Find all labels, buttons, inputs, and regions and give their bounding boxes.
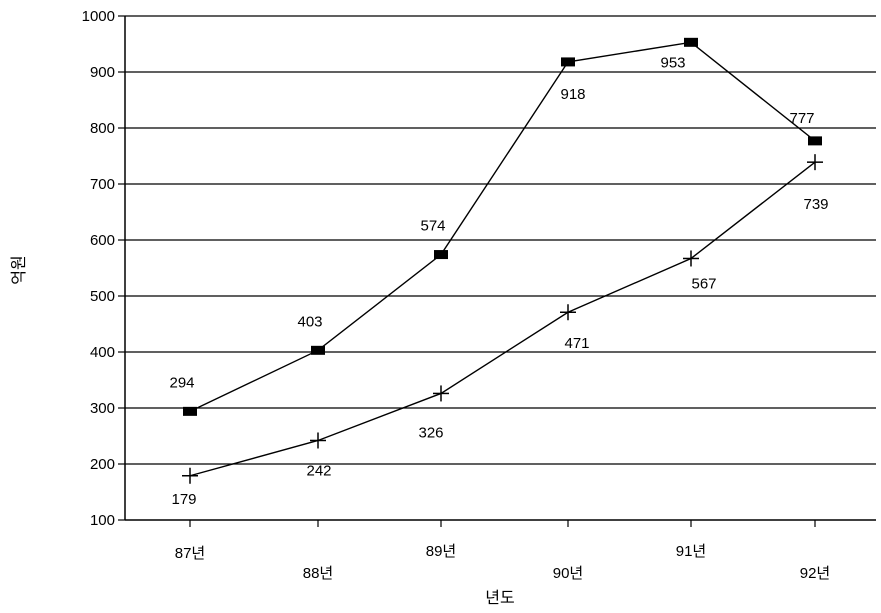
axes [118,15,876,527]
series-0-marker-4 [684,37,698,47]
y-tick-label-300: 300 [90,400,115,417]
data-label-s0-3: 918 [560,86,585,103]
x-tick-label-90년: 90년 [553,565,584,582]
series-1-marker-0 [182,467,198,484]
data-label-s1-3: 471 [564,335,589,352]
data-label-s0-2: 574 [420,218,445,235]
y-tick-label-1000: 1000 [82,8,115,25]
x-tick-label-88년: 88년 [303,565,334,582]
series-0-marker-3 [561,57,575,67]
y-tick-label-900: 900 [90,64,115,81]
y-tick-label-500: 500 [90,288,115,305]
data-label-s1-0: 179 [171,491,196,508]
data-label-s0-5: 777 [789,110,814,127]
y-tick-label-400: 400 [90,344,115,361]
series-1-marker-1 [310,432,326,449]
x-tick-labels: 87년 88년 89년 90년 91년 92년 [175,543,831,582]
series-1-marker-4 [683,250,699,267]
data-label-s0-0: 294 [169,374,194,391]
y-tick-label-600: 600 [90,232,115,249]
data-label-s1-1: 242 [306,462,331,479]
x-tick-label-91년: 91년 [676,543,707,560]
series-layer [182,37,823,484]
series-0-marker-0 [183,406,197,416]
series-1-line [189,161,816,477]
x-tick-label-87년: 87년 [175,545,206,562]
x-axis-label: 년도 [485,589,514,607]
series-1-marker-5 [807,154,823,171]
x-tick-label-92년: 92년 [800,565,831,582]
y-tick-labels: 100 200 300 400 500 600 700 800 900 1000 [82,8,115,529]
series-1-marker-3 [560,304,576,321]
x-tick-label-89년: 89년 [426,543,457,560]
series-0-marker-5 [808,136,822,146]
data-labels: 294 403 574 918 953 777 179 242 326 471 567 739 [169,54,828,507]
series-0-marker-2 [434,250,448,260]
data-label-s1-4: 567 [691,275,716,292]
series-0-line [189,41,816,412]
data-label-s0-4: 953 [660,54,685,71]
data-label-s1-5: 739 [803,196,828,213]
series-1-marker-2 [433,385,449,402]
y-tick-label-700: 700 [90,176,115,193]
data-label-s1-2: 326 [418,424,443,441]
series-0-marker-1 [311,345,325,355]
y-tick-label-100: 100 [90,512,115,529]
y-axis-label: 억원 [10,255,28,284]
y-tick-label-800: 800 [90,120,115,137]
y-tick-label-200: 200 [90,456,115,473]
gridlines [125,15,876,465]
data-label-s0-1: 403 [297,313,322,330]
